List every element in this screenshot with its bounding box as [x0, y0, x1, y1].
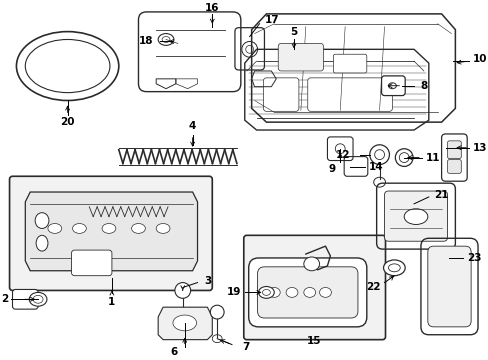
Text: 8: 8 — [419, 81, 427, 91]
Text: 1: 1 — [108, 297, 115, 307]
FancyBboxPatch shape — [447, 159, 460, 173]
Text: 12: 12 — [335, 150, 349, 159]
Text: 5: 5 — [290, 27, 297, 37]
FancyBboxPatch shape — [13, 289, 38, 309]
Text: 11: 11 — [425, 153, 440, 163]
Text: 4: 4 — [188, 121, 196, 131]
Ellipse shape — [35, 213, 49, 229]
FancyBboxPatch shape — [263, 78, 298, 111]
Ellipse shape — [72, 224, 86, 233]
Text: 13: 13 — [472, 143, 487, 153]
Text: 2: 2 — [1, 294, 9, 304]
Polygon shape — [25, 192, 197, 271]
Text: 10: 10 — [472, 54, 487, 64]
Ellipse shape — [404, 209, 427, 225]
Text: 14: 14 — [368, 162, 383, 172]
FancyBboxPatch shape — [447, 141, 460, 158]
Ellipse shape — [156, 224, 170, 233]
FancyBboxPatch shape — [71, 250, 112, 276]
Text: 18: 18 — [139, 36, 153, 46]
Text: 17: 17 — [264, 15, 279, 25]
Ellipse shape — [48, 224, 61, 233]
FancyBboxPatch shape — [278, 44, 323, 71]
FancyBboxPatch shape — [384, 191, 447, 241]
FancyBboxPatch shape — [248, 258, 366, 327]
Text: 23: 23 — [466, 253, 481, 263]
Ellipse shape — [102, 224, 116, 233]
FancyBboxPatch shape — [381, 76, 405, 95]
Ellipse shape — [303, 288, 315, 297]
Ellipse shape — [29, 292, 47, 306]
Ellipse shape — [319, 288, 331, 297]
Text: 6: 6 — [170, 347, 178, 357]
Text: 20: 20 — [60, 117, 75, 127]
Ellipse shape — [383, 260, 405, 276]
Ellipse shape — [285, 288, 297, 297]
FancyBboxPatch shape — [257, 267, 357, 318]
FancyBboxPatch shape — [333, 54, 366, 73]
FancyBboxPatch shape — [244, 235, 385, 339]
FancyBboxPatch shape — [10, 176, 212, 291]
Ellipse shape — [268, 288, 280, 297]
Polygon shape — [158, 307, 212, 339]
FancyBboxPatch shape — [307, 78, 391, 111]
Text: 15: 15 — [306, 336, 320, 346]
Ellipse shape — [173, 315, 196, 331]
Text: 7: 7 — [242, 342, 249, 352]
Text: 16: 16 — [204, 3, 219, 13]
Text: 3: 3 — [204, 276, 211, 285]
FancyBboxPatch shape — [427, 246, 470, 327]
Ellipse shape — [175, 283, 190, 298]
Ellipse shape — [258, 287, 274, 298]
Ellipse shape — [210, 305, 224, 319]
Text: 9: 9 — [327, 165, 335, 174]
Ellipse shape — [36, 235, 48, 251]
Text: 22: 22 — [366, 283, 380, 292]
Ellipse shape — [131, 224, 145, 233]
Text: 21: 21 — [433, 190, 447, 200]
Ellipse shape — [303, 257, 319, 271]
Text: 19: 19 — [226, 287, 241, 297]
